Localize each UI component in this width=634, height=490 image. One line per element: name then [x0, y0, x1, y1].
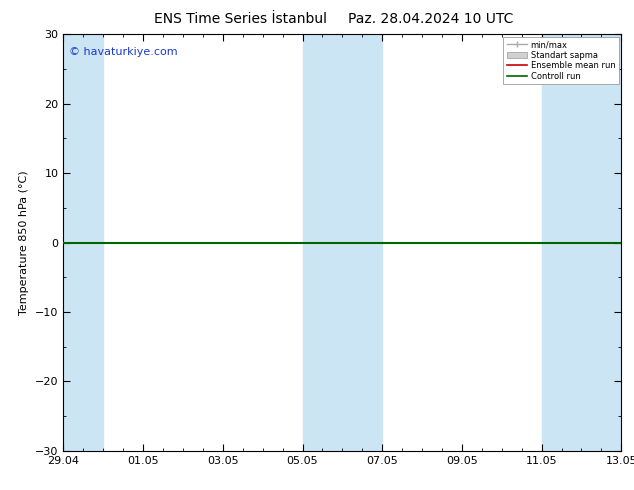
Legend: min/max, Standart sapma, Ensemble mean run, Controll run: min/max, Standart sapma, Ensemble mean r…: [503, 37, 619, 84]
Text: Paz. 28.04.2024 10 UTC: Paz. 28.04.2024 10 UTC: [349, 12, 514, 26]
Bar: [302, 34, 382, 451]
Bar: [541, 34, 621, 451]
Bar: [63, 34, 103, 451]
Y-axis label: Temperature 850 hPa (°C): Temperature 850 hPa (°C): [20, 170, 30, 315]
Text: ENS Time Series İstanbul: ENS Time Series İstanbul: [155, 12, 327, 26]
Text: © havaturkiye.com: © havaturkiye.com: [69, 47, 178, 57]
